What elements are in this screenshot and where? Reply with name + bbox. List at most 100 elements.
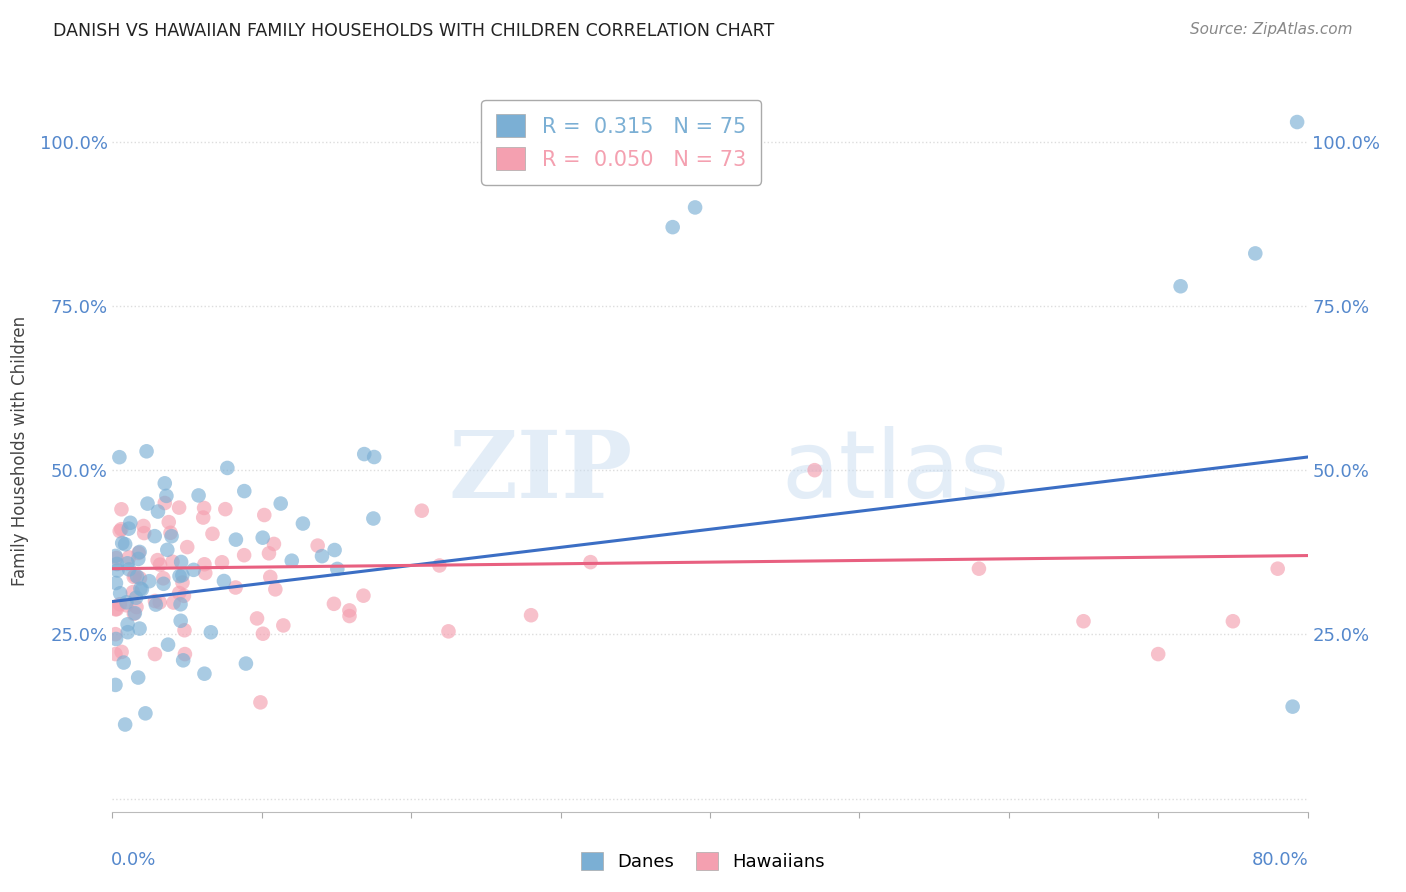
Point [128,545,150,559]
Point [259,570,281,584]
Point [152,576,174,591]
Point [156,542,179,557]
Point [104,678,127,692]
Point [212,574,235,588]
Point [233,484,256,499]
Point [110,522,132,536]
Point [135,444,157,458]
Point [683,201,706,215]
Point [307,539,329,553]
Point [122,607,145,621]
Point [1267,562,1289,576]
Point [429,558,451,573]
Point [326,562,349,576]
Point [122,585,145,599]
Text: DANISH VS HAWAIIAN FAMILY HOUSEHOLDS WITH CHILDREN CORRELATION CHART: DANISH VS HAWAIIAN FAMILY HOUSEHOLDS WIT… [53,22,775,40]
Point [111,536,134,550]
Point [437,624,460,639]
Point [104,576,127,591]
Point [173,624,195,638]
Point [117,617,139,632]
Point [153,496,176,510]
Point [252,531,274,545]
Point [127,569,149,583]
Point [322,597,344,611]
Point [225,533,247,547]
Point [225,581,247,595]
Text: 80.0%: 80.0% [1251,852,1309,870]
Point [114,537,136,551]
Point [118,562,141,576]
Point [352,589,374,603]
Point [217,461,239,475]
Point [124,568,146,582]
Point [157,638,180,652]
Point [105,602,128,616]
Point [112,656,135,670]
Point [105,551,128,566]
Point [104,602,127,616]
Point [253,508,276,522]
Point [263,537,285,551]
Point [323,543,346,558]
Point [1244,246,1267,260]
Legend: R =  0.315   N = 75, R =  0.050   N = 73: R = 0.315 N = 75, R = 0.050 N = 73 [481,100,761,185]
Point [128,622,150,636]
Point [193,666,215,681]
Point [235,657,257,671]
Text: 0.0%: 0.0% [111,852,156,870]
Point [125,600,148,615]
Point [201,526,224,541]
Point [159,525,181,540]
Point [579,555,602,569]
Point [129,571,152,585]
Point [172,653,194,667]
Point [252,626,274,640]
Point [105,632,128,646]
Point [176,540,198,554]
Point [214,502,236,516]
Point [363,511,385,525]
Point [162,596,184,610]
Point [264,582,287,597]
Point [174,647,197,661]
Point [157,515,180,529]
Legend: Danes, Hawaiians: Danes, Hawaiians [574,846,832,879]
Point [118,522,141,536]
Point [273,618,295,632]
Point [129,582,152,596]
Point [127,552,149,566]
Point [143,594,166,608]
Point [108,450,131,465]
Point [411,504,433,518]
Point [110,645,132,659]
Point [233,548,256,562]
Point [339,603,361,617]
Point [211,555,233,569]
Point [162,555,184,569]
Point [1073,614,1095,628]
Point [1147,647,1170,661]
Y-axis label: Family Households with Children: Family Households with Children [10,316,28,585]
Point [160,529,183,543]
Point [967,562,990,576]
Point [115,595,138,609]
Point [138,574,160,589]
Point [363,450,385,464]
Text: atlas: atlas [782,426,1010,518]
Point [134,526,156,541]
Point [339,609,361,624]
Point [291,516,314,531]
Point [105,557,128,571]
Point [118,550,141,565]
Point [169,597,191,611]
Point [146,504,169,518]
Point [194,566,217,580]
Point [114,717,136,731]
Point [108,524,131,538]
Point [108,597,131,611]
Point [257,546,280,560]
Point [117,625,139,640]
Point [172,575,194,590]
Point [104,647,127,661]
